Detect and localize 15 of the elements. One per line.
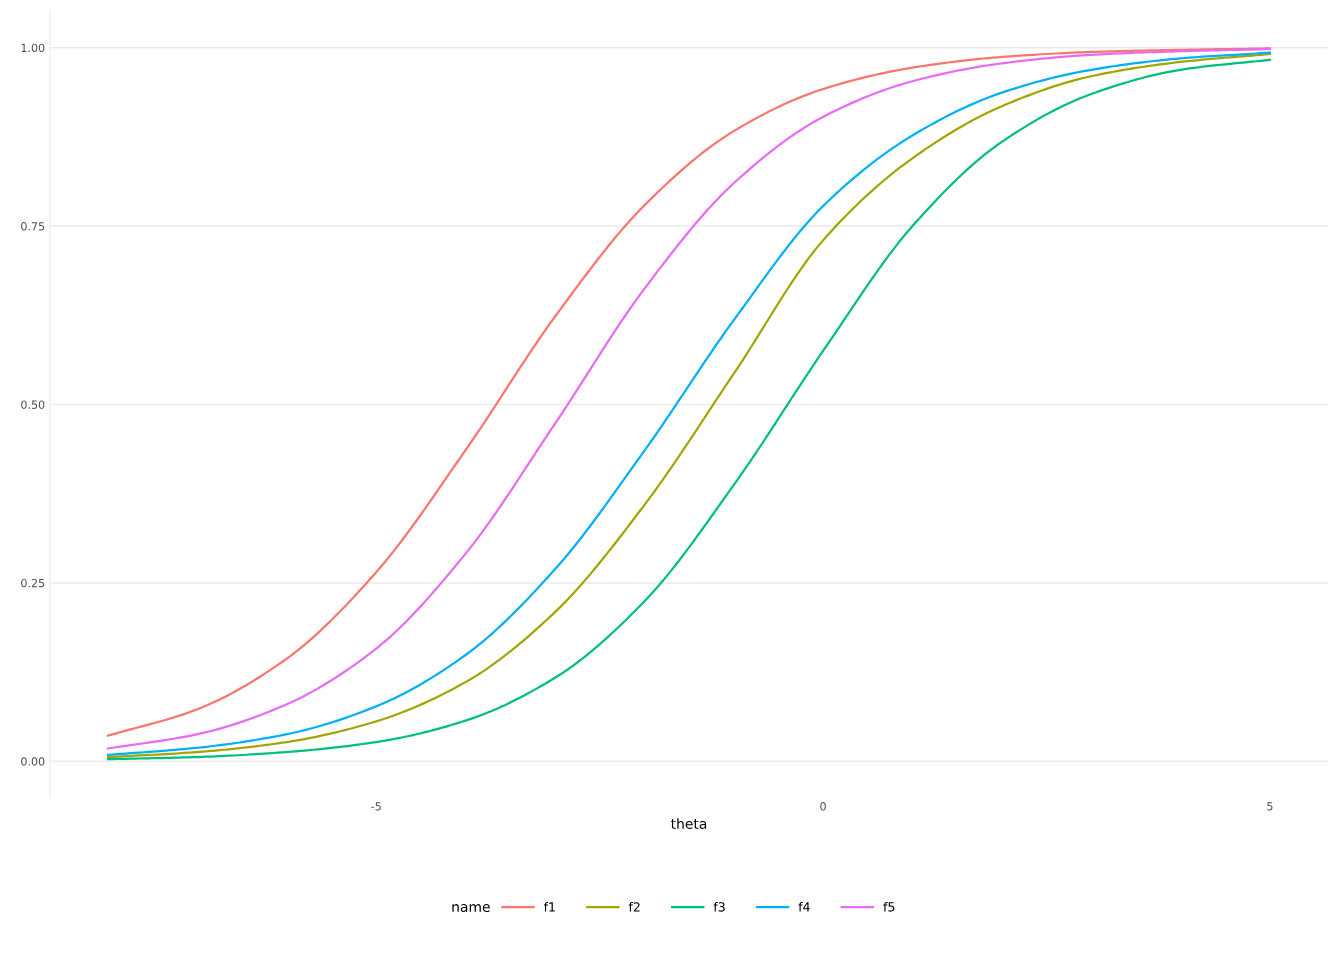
legend-label: f5 (883, 901, 895, 912)
x-tick-label: 0 (820, 802, 826, 811)
legend-label: f4 (798, 901, 810, 912)
x-tick-label: -5 (371, 802, 381, 811)
x-tick-label: 5 (1267, 802, 1273, 811)
y-tick-label: 0.25 (21, 578, 45, 588)
legend-label: f3 (713, 901, 725, 912)
y-tick-label: 0.50 (21, 400, 45, 409)
y-tick-label: 1.00 (21, 43, 45, 53)
y-tick-label: 0.00 (21, 757, 45, 766)
legend-title: name (452, 904, 490, 913)
legend-label: f1 (543, 901, 555, 912)
y-tick-label: 0.75 (21, 222, 45, 231)
legend-label: f2 (628, 901, 640, 912)
x-axis-title: theta (671, 818, 707, 829)
